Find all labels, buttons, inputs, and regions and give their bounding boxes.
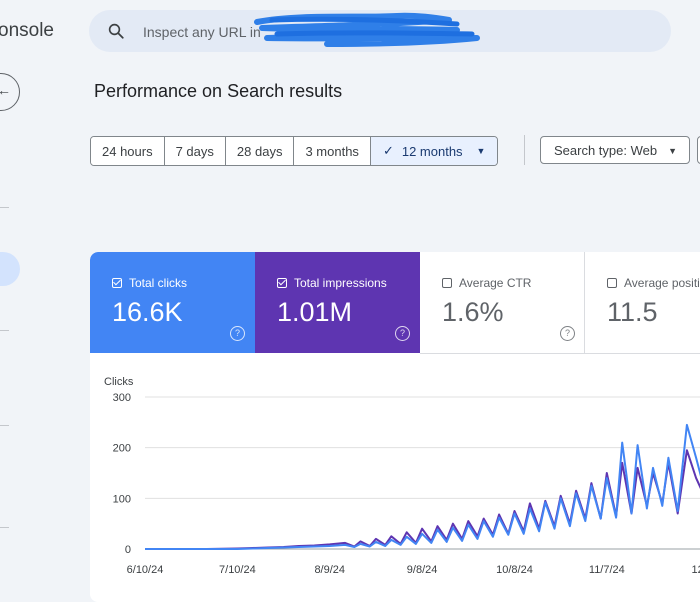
metric-label: Average positi (624, 276, 700, 290)
clicks-chart: Clicks 0 100 200 300 6/10/24 7/10/24 8/9/24 9/8/… (104, 376, 700, 576)
sidebar-divider (0, 425, 9, 426)
x-tick-label: 9/8/24 (407, 564, 438, 576)
series-line-1 (145, 423, 700, 550)
metric-label: Average CTR (459, 276, 532, 290)
metric-average-ctr[interactable]: Average CTR 1.6% ? (420, 252, 585, 354)
x-tick-label: 8/9/24 (314, 564, 345, 576)
metric-total-impressions[interactable]: Total impressions 1.01M ? (255, 252, 420, 353)
range-3-months[interactable]: 3 months (294, 137, 371, 165)
x-tick-label: 11/7/24 (589, 564, 625, 576)
sidebar-item-active[interactable] (0, 252, 20, 286)
performance-card: Total clicks 16.6K ? Total impressions 1… (90, 252, 700, 602)
y-tick-label: 100 (113, 493, 131, 505)
caret-down-icon: ▼ (668, 146, 677, 156)
y-tick-label: 0 (125, 544, 131, 556)
metric-value: 11.5 (607, 297, 658, 327)
add-filter-button[interactable] (697, 136, 700, 164)
search-icon (108, 23, 124, 39)
metric-total-clicks[interactable]: Total clicks 16.6K ? (90, 252, 255, 353)
checkbox-unchecked-icon[interactable] (607, 278, 617, 288)
search-type-label: Search type: Web (554, 142, 658, 158)
checkbox-checked-icon[interactable] (112, 278, 122, 288)
search-type-dropdown[interactable]: Search type: Web ▼ (540, 136, 690, 164)
help-icon[interactable]: ? (395, 326, 410, 341)
y-tick-label: 300 (113, 392, 131, 404)
range-12-months-label: 12 months (401, 143, 463, 159)
range-24-hours[interactable]: 24 hours (91, 137, 165, 165)
caret-down-icon: ▼ (476, 146, 486, 156)
checkmark-icon: ✓ (382, 143, 394, 158)
help-icon[interactable]: ? (560, 326, 575, 341)
search-input[interactable] (141, 10, 645, 54)
range-7-days[interactable]: 7 days (164, 137, 226, 165)
x-tick-label: 10/8/24 (496, 564, 533, 576)
page-title: Performance on Search results (94, 81, 343, 101)
sidebar-divider (0, 527, 9, 528)
metric-label: Total clicks (129, 276, 188, 290)
metric-value: 1.6% (442, 297, 504, 327)
url-inspect-search[interactable] (89, 10, 671, 54)
metric-value: 16.6K (112, 297, 183, 327)
x-tick-label: 7/10/24 (219, 564, 256, 576)
filter-separator (524, 135, 525, 165)
range-28-days[interactable]: 28 days (225, 137, 295, 165)
sidebar-back-button[interactable]: ← (0, 73, 20, 111)
checkbox-unchecked-icon[interactable] (442, 278, 452, 288)
series-line-0 (145, 449, 700, 550)
sidebar-divider (0, 207, 9, 208)
metric-average-position[interactable]: Average positi 11.5 (585, 252, 700, 354)
date-range-selector: 24 hours 7 days 28 days 3 months ✓ 12 mo… (90, 136, 499, 166)
sidebar-divider (0, 330, 9, 331)
arrow-icon: ← (0, 82, 11, 98)
y-tick-label: 200 (113, 443, 131, 455)
app-title: onsole (0, 20, 54, 41)
x-tick-label: 6/10/24 (127, 564, 164, 576)
y-axis-label: Clicks (104, 376, 134, 388)
metric-value: 1.01M (277, 297, 353, 327)
x-tick-label: 12/ (692, 564, 700, 576)
range-12-months[interactable]: ✓ 12 months ▼ (370, 137, 498, 165)
sidebar: onsole ← (0, 0, 70, 600)
checkbox-checked-icon[interactable] (277, 278, 287, 288)
metric-label: Total impressions (294, 276, 387, 290)
help-icon[interactable]: ? (230, 326, 245, 341)
